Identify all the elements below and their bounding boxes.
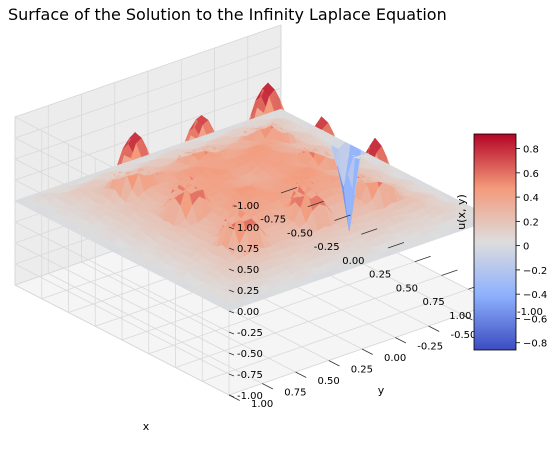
z-axis-label: u(x, y) [455,194,468,230]
x-tick [334,214,351,221]
colorbar-tick-label: 0.4 [523,193,539,204]
y-tick-label: 0.25 [351,365,373,376]
x-tick [414,255,431,263]
colorbar-ticks: 0.8 0.6 0.4 0.2 0 −0.2 −0.4 −0.6 −0.8 [516,145,547,350]
colorbar-tick-label: 0.8 [523,145,539,156]
chart-title: Surface of the Solution to the Infinity … [8,5,447,24]
z-tick-label: 0.75 [237,244,259,255]
x-tick-label: -1.00 [233,201,259,212]
z-tick-label: 0.00 [237,307,259,318]
surface-mesh [14,82,496,312]
z-tick [228,268,235,272]
z-tick-label: -0.75 [237,370,263,381]
grid-line [48,273,263,384]
z-tick [228,247,235,251]
x-tick-label: -0.75 [260,215,286,226]
x-tick-label: -0.25 [314,242,340,253]
y-tick [262,383,274,390]
z-tick [228,310,235,314]
z-tick-label: 0.50 [237,265,259,276]
colorbar-tick-label: 0.2 [523,217,539,228]
grid-line [14,284,230,396]
z-tick-label: -0.25 [237,328,263,339]
y-tick-label: 1.00 [251,399,273,410]
z-tick-label: -0.50 [237,349,263,360]
x-tick-label: 0.50 [396,283,418,294]
x-tick-label: 1.00 [449,311,471,322]
y-axis-label: y [378,384,385,397]
x-tick [361,228,378,235]
colorbar-tick-label: −0.6 [523,314,547,325]
x-tick [387,242,405,249]
grid-line [175,275,442,368]
grid-line [148,261,415,355]
y-tick [328,360,340,367]
z-tick-label: 1.00 [237,223,259,234]
y-tick-label: 0.00 [384,353,406,364]
z-tick [228,331,235,335]
colorbar-tick-label: 0 [523,242,529,253]
colorbar-tick-label: −0.2 [523,266,547,277]
grid-line [81,261,296,373]
y-tick [395,337,407,344]
z-tick [228,289,235,293]
y-tick [461,314,473,321]
grid-line [14,66,282,160]
y-tick [361,348,373,355]
colorbar [473,133,517,351]
x-tick-label: 0.00 [342,256,364,267]
y-tick-label: -0.50 [451,330,477,341]
x-axis-label: x [143,420,150,433]
x-tick-label: 0.25 [369,270,391,281]
y-tick [428,325,440,332]
z-tick [228,352,235,356]
y-tick-label: 0.75 [284,388,306,399]
z-tick-label: 0.25 [237,286,259,297]
x-tick-label: 0.75 [423,297,445,308]
z-tick [228,226,235,230]
z-tick [228,373,235,377]
grid-line [14,45,282,139]
colorbar-tick-label: 0.6 [523,169,539,180]
colorbar-tick-label: −0.4 [523,290,547,301]
x-tick [307,200,324,208]
x-tick [280,187,298,194]
x-tick [441,269,458,276]
grid-line [202,288,469,382]
z-tick [228,394,235,398]
y-tick-label: -1.00 [517,307,543,318]
x-tick-label: -0.50 [287,228,313,239]
colorbar-tick-label: −0.8 [523,339,547,350]
y-tick-label: -0.25 [417,342,443,353]
y-tick [295,371,307,378]
grid-line [14,24,282,118]
y-tick-label: 0.50 [318,376,340,387]
grid-line [14,87,282,181]
z-tick-label: -1.00 [237,391,263,402]
